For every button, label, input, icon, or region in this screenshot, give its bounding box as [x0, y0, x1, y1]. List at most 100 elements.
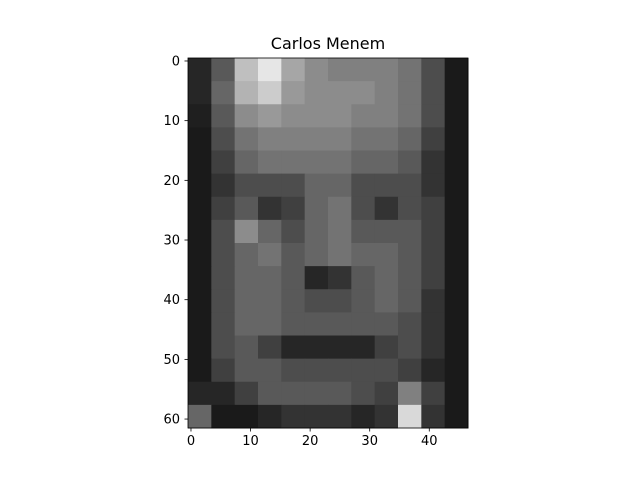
pixel [258, 266, 282, 290]
pixel [188, 173, 212, 198]
pixel [281, 358, 306, 383]
pixel [234, 266, 259, 290]
pixel [188, 127, 212, 151]
pixel [444, 358, 469, 383]
pixel [444, 104, 469, 128]
pixel [444, 127, 469, 151]
pixel [211, 150, 236, 175]
pixel [234, 173, 259, 198]
pixel [281, 381, 306, 406]
pixel [421, 358, 446, 383]
pixel [444, 381, 469, 406]
pixel [258, 289, 282, 313]
pixel [304, 289, 329, 313]
pixel [258, 335, 282, 360]
pixel [281, 173, 306, 198]
pixel [188, 243, 212, 267]
pixel [421, 312, 446, 336]
pixel [258, 150, 282, 175]
pixel [188, 104, 212, 128]
pixel [258, 196, 282, 221]
pixel [328, 196, 352, 221]
pixel [211, 127, 236, 151]
pixel [211, 196, 236, 221]
pixel [188, 150, 212, 175]
pixel [304, 81, 329, 105]
pixel [398, 219, 422, 244]
pixel [258, 404, 282, 429]
pixel [444, 243, 469, 267]
pixel [328, 150, 352, 175]
pixel [351, 173, 376, 198]
pixel [281, 219, 306, 244]
pixel [304, 58, 329, 82]
pixel [421, 150, 446, 175]
pixel [374, 404, 399, 429]
x-tick-label: 30 [361, 434, 378, 449]
pixel [398, 404, 422, 429]
pixel [444, 150, 469, 175]
pixel [398, 266, 422, 290]
pixel [351, 289, 376, 313]
pixel [421, 173, 446, 198]
pixel [211, 104, 236, 128]
pixel [351, 81, 376, 105]
pixel [444, 404, 469, 429]
pixel [211, 289, 236, 313]
pixel [211, 404, 236, 429]
pixel [211, 335, 236, 360]
pixel [421, 289, 446, 313]
pixel [281, 81, 306, 105]
pixel [398, 173, 422, 198]
pixel [421, 266, 446, 290]
y-tick-label: 50 [163, 353, 180, 368]
pixel [328, 335, 352, 360]
pixel [304, 104, 329, 128]
pixel [444, 289, 469, 313]
pixel [421, 381, 446, 406]
pixel [188, 381, 212, 406]
pixel [328, 358, 352, 383]
pixel [374, 335, 399, 360]
pixel [258, 219, 282, 244]
pixel [351, 127, 376, 151]
pixel [351, 243, 376, 267]
pixel [304, 127, 329, 151]
pixel [444, 312, 469, 336]
pixel [211, 266, 236, 290]
pixel [351, 404, 376, 429]
pixel [328, 173, 352, 198]
pixel [304, 266, 329, 290]
pixel [374, 196, 399, 221]
pixel [234, 335, 259, 360]
pixel [328, 266, 352, 290]
pixel [351, 219, 376, 244]
pixel [258, 81, 282, 105]
y-tick-label: 0 [172, 54, 180, 69]
pixel [328, 312, 352, 336]
pixel [188, 81, 212, 105]
pixel [374, 266, 399, 290]
pixel [188, 312, 212, 336]
pixel [304, 173, 329, 198]
pixel [328, 58, 352, 82]
x-tick-label: 0 [187, 434, 195, 449]
pixel [421, 219, 446, 244]
pixel [281, 289, 306, 313]
pixel [281, 243, 306, 267]
pixel [398, 358, 422, 383]
pixel [281, 127, 306, 151]
pixel [281, 58, 306, 82]
pixel [234, 127, 259, 151]
pixel [234, 104, 259, 128]
pixel [234, 289, 259, 313]
pixel [421, 104, 446, 128]
pixel [211, 312, 236, 336]
pixel [374, 173, 399, 198]
pixel [328, 104, 352, 128]
pixel [234, 58, 259, 82]
pixel [258, 127, 282, 151]
pixel [398, 104, 422, 128]
pixel [188, 289, 212, 313]
